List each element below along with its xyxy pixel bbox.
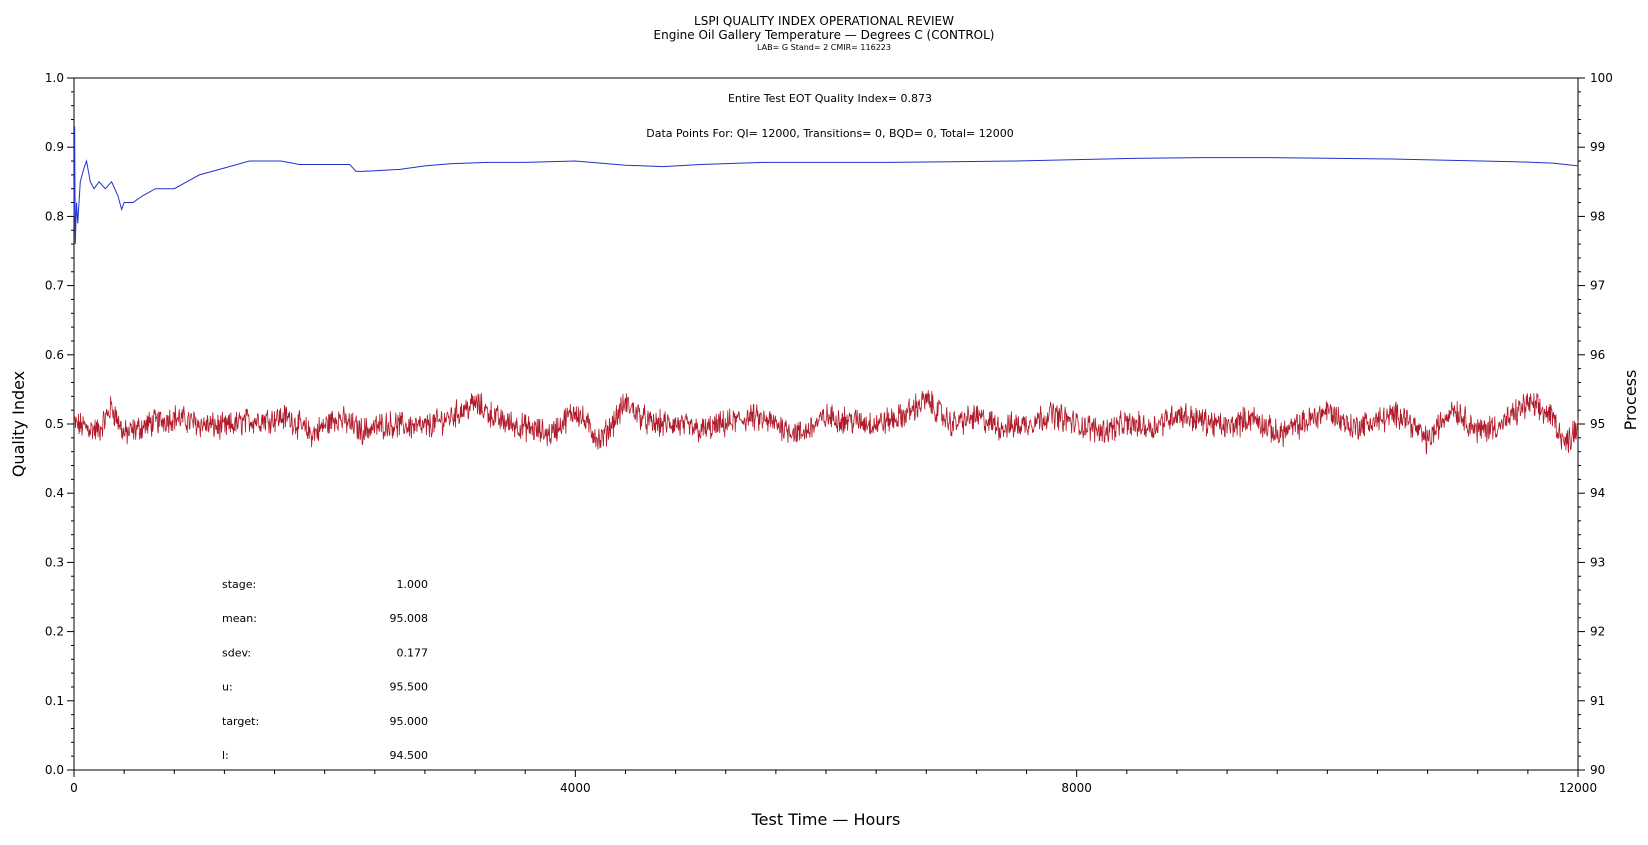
- annotation-quality-index: Entire Test EOT Quality Index= 0.873: [728, 92, 932, 105]
- process-line: [73, 390, 1579, 455]
- y2-tick-label: 93: [1590, 555, 1605, 569]
- chart-subtitle: Engine Oil Gallery Temperature — Degrees…: [653, 28, 995, 42]
- x-tick-label: 4000: [560, 781, 591, 795]
- y-axis-label: Quality Index: [9, 371, 28, 477]
- x-tick-label: 0: [70, 781, 78, 795]
- x-tick-label: 8000: [1061, 781, 1092, 795]
- stat-label: sdev:: [222, 646, 251, 659]
- y-tick-label: 0.4: [45, 486, 64, 500]
- y-tick-label: 0.1: [45, 694, 64, 708]
- y-tick-label: 0.7: [45, 279, 64, 293]
- y2-tick-label: 92: [1590, 625, 1605, 639]
- series-process: [73, 390, 1579, 455]
- y-tick-label: 0.5: [45, 417, 64, 431]
- x-tick-label: 12000: [1559, 781, 1597, 795]
- y2-tick-label: 90: [1590, 763, 1605, 777]
- chart-title: LSPI QUALITY INDEX OPERATIONAL REVIEW: [694, 14, 954, 28]
- y2-tick-label: 99: [1590, 140, 1605, 154]
- quality-index-line: [73, 126, 1579, 245]
- stat-value: 95.008: [390, 612, 429, 625]
- stat-value: 94.500: [390, 749, 429, 762]
- series-quality-index: [73, 126, 1579, 245]
- y2-tick-label: 91: [1590, 694, 1605, 708]
- y-tick-label: 0.3: [45, 555, 64, 569]
- y-tick-label: 0.2: [45, 625, 64, 639]
- y2-tick-label: 95: [1590, 417, 1605, 431]
- y-tick-label: 0.0: [45, 763, 64, 777]
- stat-value: 0.177: [397, 646, 429, 659]
- stat-label: u:: [222, 681, 233, 694]
- stat-value: 95.500: [390, 681, 429, 694]
- y-tick-label: 0.6: [45, 348, 64, 362]
- x-axis-label: Test Time — Hours: [751, 810, 901, 829]
- y-tick-label: 0.8: [45, 209, 64, 223]
- y2-tick-label: 97: [1590, 279, 1605, 293]
- stats-box: stage: 1.000 mean: 95.008 sdev: 0.177 u: 95.500…: [222, 578, 428, 762]
- stat-label: stage:: [222, 578, 256, 591]
- y-tick-label: 1.0: [45, 71, 64, 85]
- y2-axis-label: Process: [1621, 370, 1640, 431]
- stat-label: target:: [222, 715, 259, 728]
- axis-ticks: 0.0 0.1 0.2 0.3 0.4 0.5 0.6 0.7 0.8 0.9 1.0 90 91 92 9…: [45, 71, 1613, 795]
- stat-label: l:: [222, 749, 229, 762]
- y2-tick-label: 100: [1590, 71, 1613, 85]
- y-tick-label: 0.9: [45, 140, 64, 154]
- stat-label: mean:: [222, 612, 257, 625]
- stat-value: 95.000: [390, 715, 429, 728]
- y2-tick-label: 96: [1590, 348, 1605, 362]
- y2-tick-label: 98: [1590, 209, 1605, 223]
- y2-tick-label: 94: [1590, 486, 1605, 500]
- annotation-data-points: Data Points For: QI= 12000, Transitions=…: [646, 127, 1014, 140]
- chart-meta-info: LAB= G Stand= 2 CMIR= 116223: [757, 43, 891, 52]
- stat-value: 1.000: [397, 578, 429, 591]
